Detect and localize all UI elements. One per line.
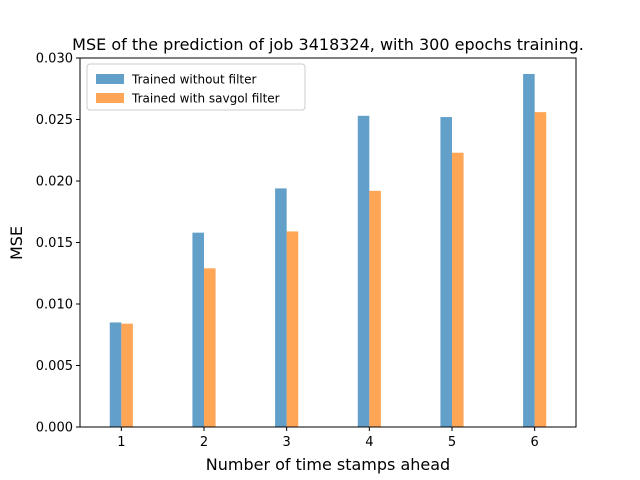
y-tick-label-0.025: 0.025 <box>36 113 73 128</box>
legend-label-2: Trained with savgol filter <box>131 92 280 106</box>
legend-swatch-2 <box>96 93 124 103</box>
x-tick-label-3: 3 <box>283 435 291 450</box>
x-tick-label-2: 2 <box>200 435 208 450</box>
axes-layer: 1 2 3 4 5 6 0.000 0.005 0.010 0.015 0.020 0.025 0.03… <box>36 52 577 450</box>
y-tick-label-0.000: 0.000 <box>36 421 73 436</box>
bar-s1-6 <box>523 73 535 428</box>
x-tick-label-6: 6 <box>531 435 539 450</box>
y-tick-label-0.020: 0.020 <box>36 175 73 190</box>
y-tick-label-0.010: 0.010 <box>36 298 73 313</box>
chart-title: MSE of the prediction of job 3418324, wi… <box>72 35 584 54</box>
bar-s2-4 <box>369 190 381 427</box>
bar-s2-5 <box>452 152 464 427</box>
legend-box <box>86 63 306 111</box>
legend-swatch-1 <box>96 74 124 84</box>
bar-s2-3 <box>286 231 299 427</box>
bar-s1-1 <box>109 322 122 427</box>
x-tick-label-4: 4 <box>365 435 373 450</box>
legend-label-1: Trained without filter <box>131 73 257 87</box>
y-tick-label-0.005: 0.005 <box>36 359 73 374</box>
bar-series-2 <box>121 112 547 428</box>
bar-s1-5 <box>440 117 452 427</box>
bar-s2-6 <box>534 112 547 428</box>
legend: Trained without filter Trained with savgo… <box>86 63 306 111</box>
x-axis-label: Number of time stamps ahead <box>206 455 450 474</box>
bar-series-1 <box>109 73 535 428</box>
y-tick-label-0.030: 0.030 <box>36 52 73 67</box>
bars-layer <box>109 73 547 428</box>
bar-s1-2 <box>192 232 204 427</box>
bar-s1-3 <box>275 188 287 427</box>
bar-s2-2 <box>204 268 216 427</box>
x-tick-label-1: 1 <box>117 435 125 450</box>
x-tick-label-5: 5 <box>448 435 456 450</box>
y-axis-label: MSE <box>7 226 26 260</box>
bar-s2-1 <box>121 323 133 427</box>
bar-s1-4 <box>357 115 370 427</box>
y-tick-label-0.015: 0.015 <box>36 236 73 251</box>
